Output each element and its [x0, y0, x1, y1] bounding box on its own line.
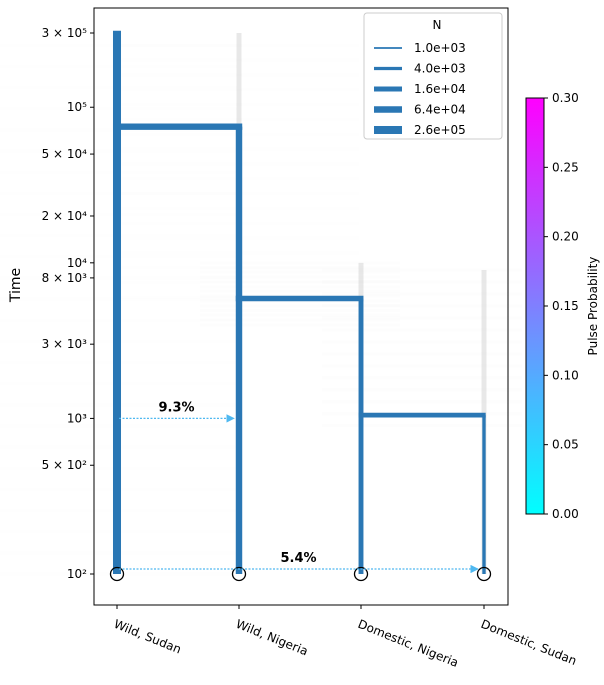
y-tick-label-1: 10⁵	[67, 100, 87, 114]
y-tick-label-7: 10³	[67, 411, 87, 425]
colorbar-tick-label-5: 0.25	[552, 160, 579, 174]
y-tick-label-2: 5 × 10⁴	[42, 147, 88, 161]
legend: N 1.0e+03 4.0e+03 1.6e+04 6.4e+04 2.6e+05	[363, 12, 503, 140]
colorbar-gradient	[525, 97, 545, 515]
colorbar-tick-label-6: 0.30	[552, 91, 579, 105]
branch-layer	[109, 30, 492, 582]
legend-label-1: 4.0e+03	[414, 62, 466, 76]
sample-marker-1	[231, 566, 247, 582]
pulse-label-0: 9.3%	[158, 400, 194, 415]
x-tick-label-2: Domestic, Nigeria	[356, 617, 461, 670]
y-tick-label-5: 8 × 10³	[42, 271, 88, 285]
pulse-layer: 9.3% 5.4%	[119, 400, 479, 574]
sample-marker-0	[109, 566, 125, 582]
colorbar-tick-label-3: 0.15	[552, 299, 579, 313]
y-axis-title: Time	[8, 268, 24, 303]
legend-label-2: 1.6e+04	[414, 82, 466, 96]
y-tick-label-9: 10²	[67, 567, 87, 581]
x-tick-label-3: Domestic, Sudan	[479, 617, 579, 668]
legend-title: N	[433, 18, 442, 32]
y-tick-label-6: 3 × 10³	[42, 337, 88, 351]
colorbar-tick-label-2: 0.10	[552, 368, 579, 382]
colorbar-label: Pulse Probability	[586, 257, 600, 356]
colorbar-tick-label-1: 0.05	[552, 438, 579, 452]
y-tick-label-3: 2 × 10⁴	[42, 209, 88, 223]
y-tick-label-4: 10⁴	[67, 256, 87, 270]
x-axis: Wild, Sudan Wild, Nigeria Domestic, Nigeri…	[112, 605, 579, 670]
colorbar: 0.00 0.05 0.10 0.15 0.20 0.25 0.30 Pulse Probab…	[525, 91, 600, 521]
legend-label-4: 2.6e+05	[414, 123, 466, 137]
pulse-label-1: 5.4%	[280, 551, 316, 566]
legend-label-3: 6.4e+04	[414, 103, 466, 117]
legend-label-0: 1.0e+03	[414, 41, 466, 55]
colorbar-tick-label-4: 0.20	[552, 230, 579, 244]
x-tick-label-1: Wild, Nigeria	[234, 617, 310, 659]
sample-marker-3	[476, 566, 492, 582]
y-tick-label-0: 3 × 10⁵	[42, 26, 88, 40]
colorbar-tick-label-0: 0.00	[552, 507, 579, 521]
y-tick-label-8: 5 × 10²	[42, 458, 88, 472]
sample-marker-2	[353, 566, 369, 582]
x-tick-label-0: Wild, Sudan	[112, 617, 183, 657]
